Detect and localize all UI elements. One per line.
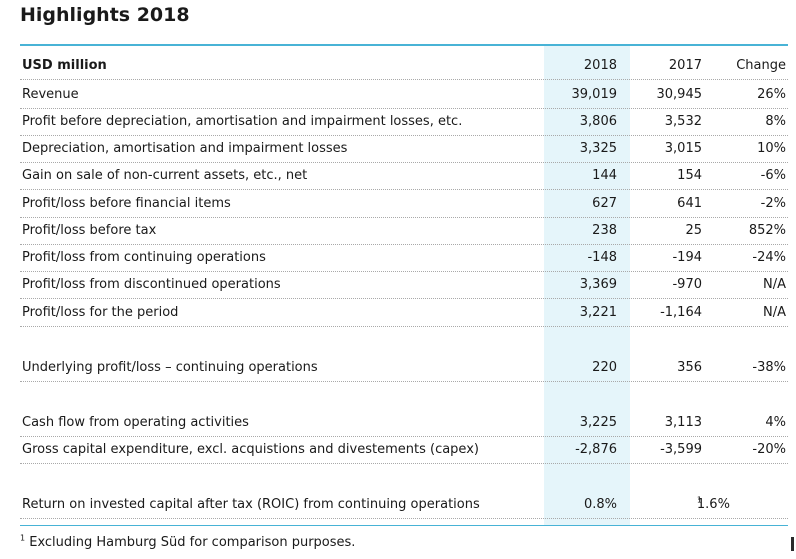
row-label: Underlying profit/loss – continuing oper… bbox=[22, 360, 318, 375]
value-2018: 39,019 bbox=[571, 87, 618, 102]
header-change: Change bbox=[736, 58, 786, 73]
value-change: N/A bbox=[763, 277, 786, 292]
value-2017: 1.6% 1 bbox=[696, 492, 730, 518]
row-label: Depreciation, amortisation and impairmen… bbox=[22, 141, 348, 156]
column-2018-highlight bbox=[544, 46, 630, 526]
value-2018: -2,876 bbox=[575, 442, 617, 457]
table-row: Depreciation, amortisation and impairmen… bbox=[20, 136, 788, 163]
table-header-row: USD million 2018 2017 Change bbox=[20, 53, 788, 80]
table-row: Revenue 39,019 30,945 26% bbox=[20, 82, 788, 109]
row-label: Profit before depreciation, amortisation… bbox=[22, 114, 463, 129]
value-2017: -970 bbox=[672, 277, 702, 292]
edge-mark bbox=[791, 537, 794, 551]
page-title: Highlights 2018 bbox=[20, 4, 190, 26]
value-2018: 3,369 bbox=[579, 277, 617, 292]
row-label: Revenue bbox=[22, 87, 79, 102]
value-2017: 356 bbox=[677, 360, 702, 375]
header-2018: 2018 bbox=[583, 58, 617, 73]
value-2017: 641 bbox=[677, 196, 702, 211]
value-change: 852% bbox=[748, 223, 786, 238]
value-2018: 627 bbox=[592, 196, 617, 211]
value-change: -2% bbox=[760, 196, 786, 211]
header-unit-label: USD million bbox=[22, 58, 107, 73]
table-row: Gross capital expenditure, excl. acquist… bbox=[20, 437, 788, 464]
value-change: -20% bbox=[752, 442, 786, 457]
footnote-text: Excluding Hamburg Süd for comparison pur… bbox=[29, 535, 356, 550]
header-2017: 2017 bbox=[668, 58, 702, 73]
table-row: Gain on sale of non-current assets, etc.… bbox=[20, 163, 788, 190]
row-label: Profit/loss from discontinued operations bbox=[22, 277, 281, 292]
value-change: 10% bbox=[757, 141, 786, 156]
table-top-rule bbox=[20, 44, 788, 46]
table-row: Profit before depreciation, amortisation… bbox=[20, 109, 788, 136]
table-bottom-rule bbox=[20, 525, 788, 526]
value-2018: 3,806 bbox=[579, 114, 617, 129]
value-2018: 3,221 bbox=[579, 305, 617, 320]
value-2018: 238 bbox=[592, 223, 617, 238]
value-2017: 30,945 bbox=[656, 87, 703, 102]
value-2017: 3,113 bbox=[664, 415, 702, 430]
value-change: N/A bbox=[763, 305, 786, 320]
table-row: Profit/loss before financial items 627 6… bbox=[20, 191, 788, 218]
row-label: Gross capital expenditure, excl. acquist… bbox=[22, 442, 479, 457]
value-2017-text: 1.6% bbox=[696, 497, 730, 512]
value-change: 8% bbox=[765, 114, 786, 129]
value-2017: 154 bbox=[677, 168, 702, 183]
table-row: Profit/loss for the period 3,221 -1,164 … bbox=[20, 300, 788, 327]
row-label: Return on invested capital after tax (RO… bbox=[22, 497, 480, 512]
value-change: 4% bbox=[765, 415, 786, 430]
value-2018: 3,325 bbox=[579, 141, 617, 156]
value-2017: 3,532 bbox=[664, 114, 702, 129]
row-label: Gain on sale of non-current assets, etc.… bbox=[22, 168, 308, 183]
value-2018: 3,225 bbox=[579, 415, 617, 430]
value-2018: -148 bbox=[587, 250, 617, 265]
value-2018: 220 bbox=[592, 360, 617, 375]
value-change: -24% bbox=[752, 250, 786, 265]
table-row: Profit/loss from discontinued operations… bbox=[20, 272, 788, 299]
value-change: 26% bbox=[757, 87, 786, 102]
value-2017: -3,599 bbox=[660, 442, 702, 457]
value-2017: -194 bbox=[672, 250, 702, 265]
footnote-reference: 1 bbox=[696, 495, 702, 505]
footnote: 1 Excluding Hamburg Süd for comparison p… bbox=[20, 533, 356, 550]
row-label: Profit/loss before financial items bbox=[22, 196, 231, 211]
table-row: Profit/loss before tax 238 25 852% bbox=[20, 218, 788, 245]
value-change: -38% bbox=[752, 360, 786, 375]
value-2018: 144 bbox=[592, 168, 617, 183]
table-row: Cash flow from operating activities 3,22… bbox=[20, 410, 788, 437]
row-label: Profit/loss for the period bbox=[22, 305, 179, 320]
value-2017: 25 bbox=[685, 223, 702, 238]
row-label: Cash flow from operating activities bbox=[22, 415, 249, 430]
table-row: Return on invested capital after tax (RO… bbox=[20, 492, 788, 519]
value-2017: -1,164 bbox=[660, 305, 702, 320]
value-2017: 3,015 bbox=[664, 141, 702, 156]
row-label: Profit/loss from continuing operations bbox=[22, 250, 266, 265]
row-label: Profit/loss before tax bbox=[22, 223, 157, 238]
footnote-marker: 1 bbox=[20, 533, 26, 543]
value-change: -6% bbox=[760, 168, 786, 183]
table-row: Underlying profit/loss – continuing oper… bbox=[20, 355, 788, 382]
value-2018: 0.8% bbox=[583, 497, 617, 512]
table-row: Profit/loss from continuing operations -… bbox=[20, 245, 788, 272]
